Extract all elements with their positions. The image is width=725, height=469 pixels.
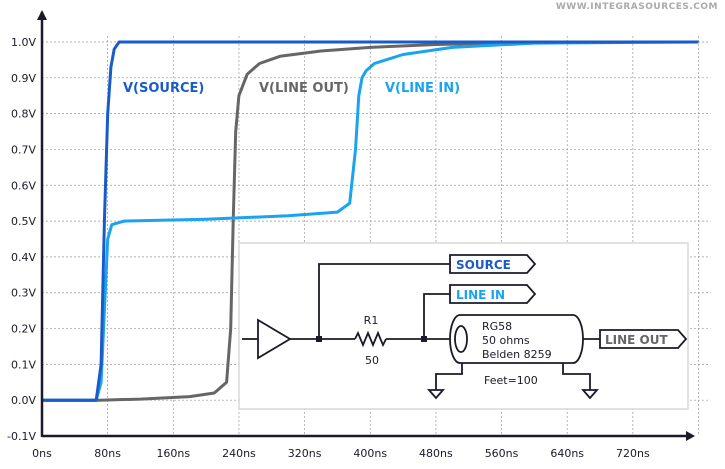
junction-dot: [421, 336, 427, 342]
y-tick-label: 0.4V: [11, 251, 36, 264]
y-tick-label: 0.2V: [11, 323, 36, 336]
x-tick-label: 480ns: [419, 447, 453, 460]
coax-cable-symbol: [449, 314, 584, 364]
x-tick-label: 0ns: [32, 447, 52, 460]
x-tick-label: 80ns: [94, 447, 121, 460]
series-v-line-in: [42, 40, 699, 402]
y-axis-arrow: [37, 10, 47, 20]
watermark: WWW.INTEGRASOURCES.COM: [556, 2, 718, 12]
junction-dot: [316, 336, 322, 342]
annotation-line-out: V(LINE OUT): [259, 81, 349, 96]
x-tick-label: 560ns: [485, 447, 519, 460]
y-tick-label: 0.6V: [11, 179, 36, 192]
port-line-out-label: LINE OUT: [605, 333, 668, 347]
x-tick-label: 320ns: [288, 447, 322, 460]
series-lines: [42, 40, 699, 402]
resistor-name: R1: [364, 314, 379, 327]
resistor-value: 50: [365, 354, 379, 367]
y-tick-label: 0.8V: [11, 108, 36, 121]
tick-labels: 0ns 80ns 160ns 240ns 320ns 400ns 480ns 560ns 640…: [7, 36, 650, 460]
resistor-symbol: [354, 330, 387, 348]
ground-icon: [581, 389, 599, 400]
line-in-port-flag: [449, 284, 537, 304]
y-tick-label: 0.1V: [11, 358, 36, 371]
cable-length: Feet=100: [484, 374, 538, 387]
x-tick-label: 400ns: [353, 447, 387, 460]
y-tick-label: -0.1V: [7, 430, 36, 443]
series-v-source: [42, 40, 699, 402]
y-tick-label: 0.3V: [11, 287, 36, 300]
y-tick-label: 0.0V: [11, 394, 36, 407]
schematic-inset: SOURCE LINE IN LINE OUT R1 50 RG58 50 oh…: [238, 242, 689, 410]
port-line-in-label: LINE IN: [456, 288, 505, 302]
port-source-label: SOURCE: [456, 258, 511, 272]
x-tick-label: 720ns: [616, 447, 650, 460]
cable-type: RG58: [482, 320, 512, 333]
annotation-source: V(SOURCE): [123, 81, 204, 96]
y-tick-label: 0.7V: [11, 143, 36, 156]
y-tick-label: 0.5V: [11, 215, 36, 228]
y-tick-label: 1.0V: [11, 36, 36, 49]
line-out-port-flag: [599, 329, 688, 349]
annotation-line-in: V(LINE IN): [385, 81, 460, 96]
cable-model: Belden 8259: [482, 348, 552, 361]
x-tick-label: 640ns: [550, 447, 584, 460]
ground-icon: [427, 389, 445, 400]
series-v-line-out: [42, 40, 699, 402]
x-tick-label: 240ns: [222, 447, 256, 460]
x-tick-label: 160ns: [156, 447, 190, 460]
x-axis-arrow: [686, 431, 695, 441]
source-port-flag: [449, 254, 537, 274]
y-tick-label: 0.9V: [11, 72, 36, 85]
buffer-symbol: [257, 318, 292, 360]
cable-impedance: 50 ohms: [482, 334, 530, 347]
